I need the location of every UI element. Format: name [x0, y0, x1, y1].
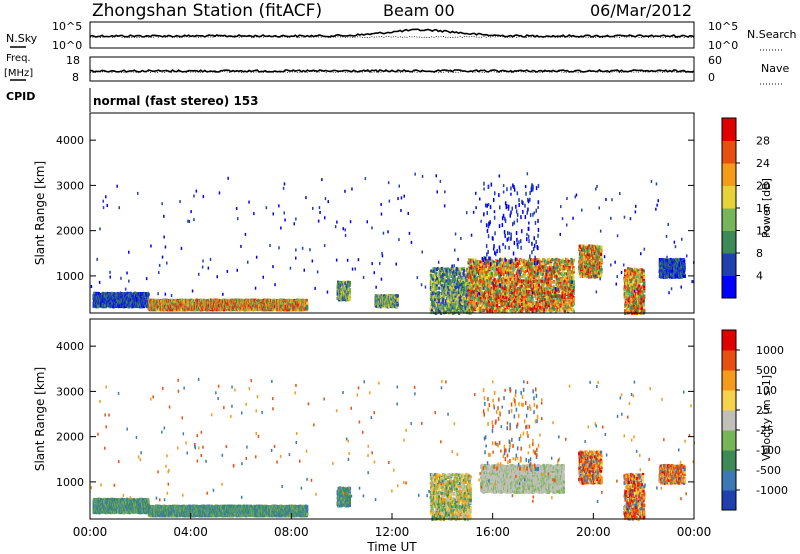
data-cell [177, 308, 180, 312]
date-label: 06/Mar/2012 [590, 1, 692, 20]
data-cell [147, 292, 150, 296]
freq-strip: Freq. [MHz] 18 8 60 0 Nave [4, 53, 789, 85]
freq-tick-top: 18 [66, 54, 80, 67]
data-cell [145, 299, 148, 303]
nsearch-label: N.Search [747, 28, 797, 41]
freq-unit: [MHz] [4, 68, 33, 79]
data-cell [181, 308, 184, 312]
data-cell [262, 303, 265, 307]
nsearch-tick-bottom: 10^0 [708, 39, 738, 52]
nsearch-trace [89, 35, 695, 39]
data-cell [102, 299, 105, 303]
data-cell [97, 291, 100, 295]
data-cell [257, 300, 260, 303]
power-data [90, 172, 695, 315]
nsky-tick-bottom: 10^0 [52, 39, 82, 52]
nsky-label: N.Sky [6, 32, 38, 45]
cpid-value: normal (fast stereo) 153 [93, 94, 259, 108]
data-cell [175, 298, 178, 302]
freq-trace [89, 69, 695, 73]
data-cell [123, 305, 126, 309]
freq-label: Freq. [6, 53, 31, 64]
cpid-label: CPID [6, 90, 35, 103]
data-cell [134, 292, 137, 296]
nsky-trace [89, 28, 695, 38]
nave-label: Nave [761, 62, 789, 75]
data-cell [112, 292, 115, 295]
beam-label: Beam 00 [383, 1, 455, 20]
data-cell [135, 304, 138, 308]
nave-tick-top: 60 [708, 54, 722, 67]
nave-tick-bottom: 0 [708, 71, 715, 84]
nsky-strip: N.Sky 10^5 10^0 10^5 10^0 N.Search [6, 20, 797, 52]
nsky-tick-top: 10^5 [52, 20, 82, 33]
nave-trace [89, 70, 695, 74]
data-cell [137, 304, 140, 308]
data-cell [132, 296, 135, 300]
nsearch-tick-top: 10^5 [708, 20, 738, 33]
station-title: Zhongshan Station (fitACF) [92, 1, 322, 21]
freq-tick-bottom: 8 [72, 71, 79, 84]
